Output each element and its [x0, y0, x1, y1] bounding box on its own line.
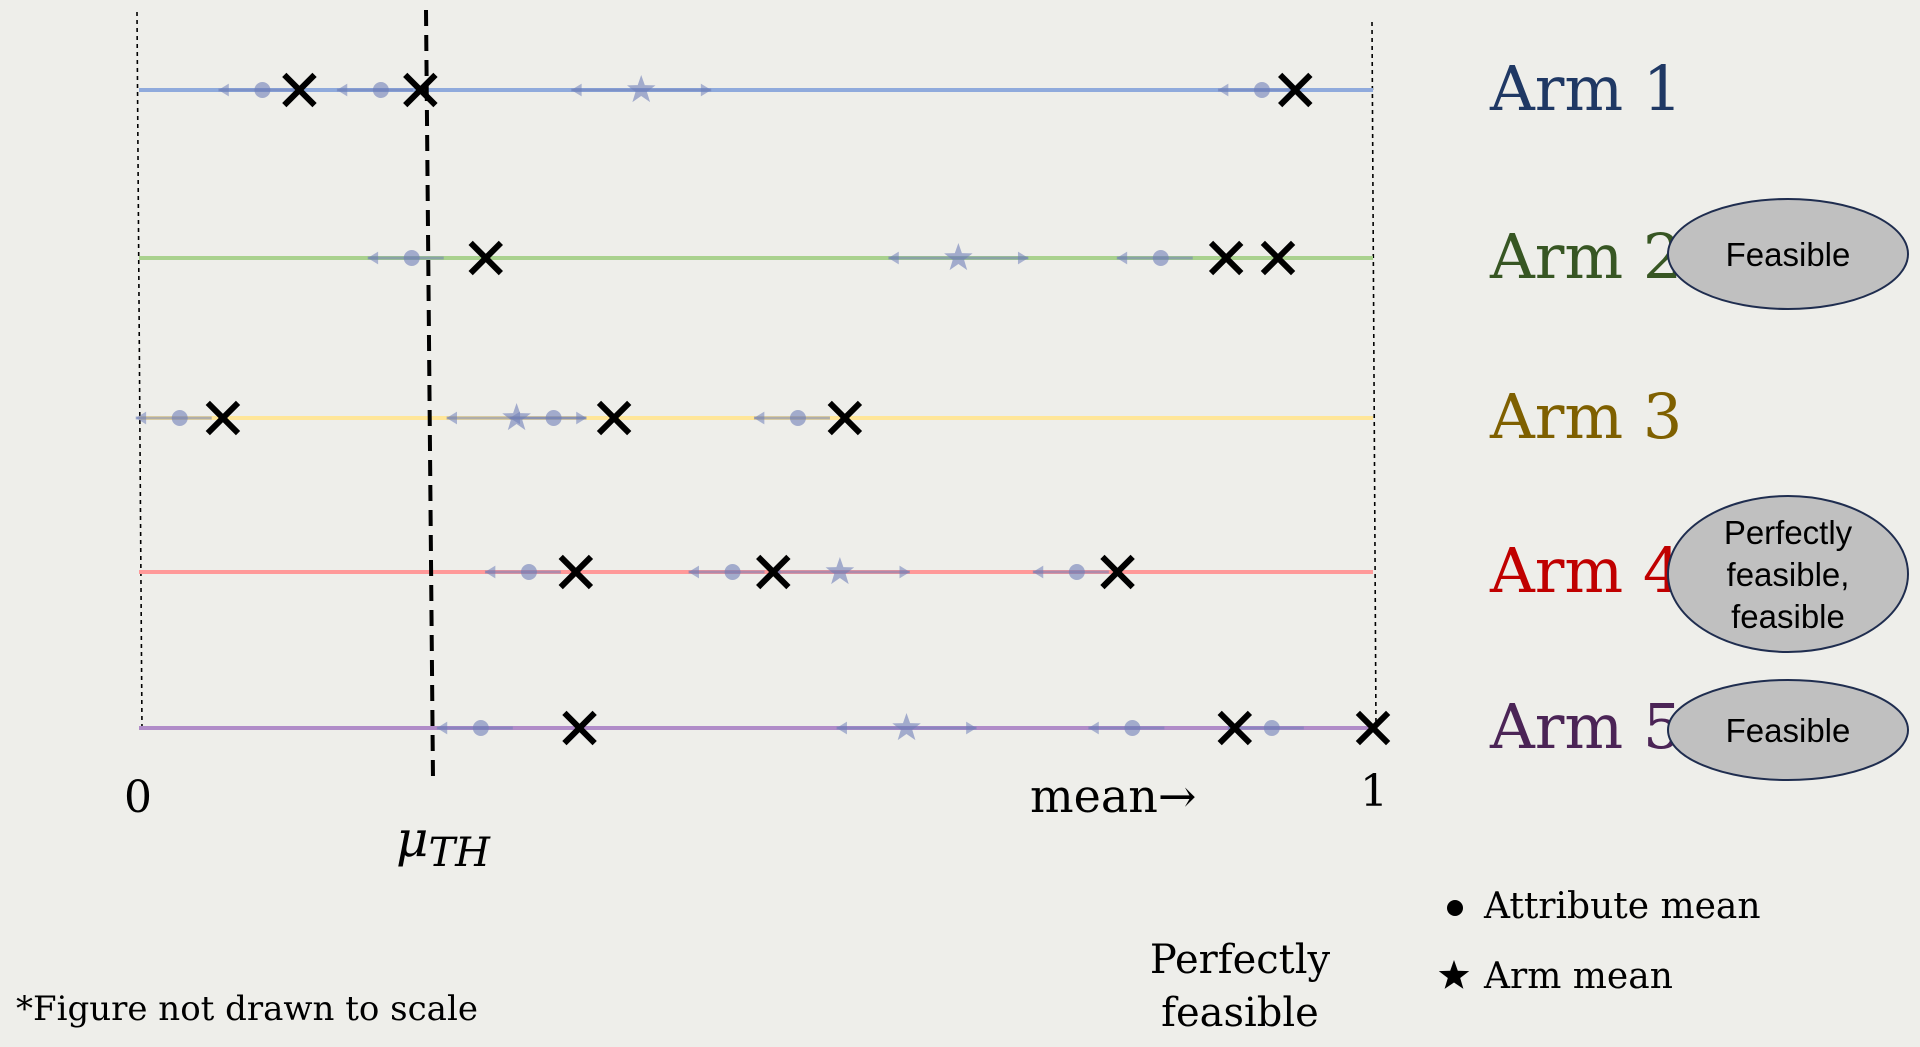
arm-row-5: Arm 5 Feasible [139, 679, 1909, 781]
cross-marker [827, 400, 863, 436]
threshold-line [424, 9, 435, 781]
badge-text: feasible, [1727, 556, 1850, 593]
interval-arrow-icon [135, 411, 147, 425]
arm-mean-marker [502, 403, 531, 431]
interval-arrow-icon [367, 251, 379, 265]
perfectly-feasible-line: Perfectly [1150, 937, 1331, 983]
interval-arrow-icon [1032, 565, 1044, 579]
arm-row-1: Arm 1 [139, 52, 1682, 125]
cross-marker [468, 240, 503, 276]
arm-row-4: Arm 4 Perfectly feasible, feasible [139, 495, 1909, 653]
cross-marker [1278, 72, 1313, 108]
badge-ellipse [1667, 495, 1909, 653]
arm-label: Arm 4 [1489, 534, 1682, 607]
interval-arrow-icon [688, 565, 699, 579]
perfectly-feasible-label: Perfectly feasible [1150, 937, 1331, 1036]
interval-arrow-icon [576, 411, 587, 425]
feasibility-badge: Perfectly feasible, feasible [1667, 495, 1909, 653]
cross-marker [558, 554, 594, 590]
interval-arrow-icon [436, 721, 448, 735]
threshold-label: μTH [396, 810, 491, 876]
badge-text: Perfectly [1724, 514, 1853, 551]
attribute-mean-marker [520, 564, 537, 580]
attribute-mean-marker [1253, 82, 1270, 98]
attribute-mean-marker [403, 250, 420, 266]
feasibility-badge: Feasible [1667, 679, 1909, 781]
attribute-mean-marker [171, 410, 188, 426]
axis-zero-label: 0 [124, 772, 152, 823]
cross-marker [1355, 710, 1391, 746]
attribute-mean-marker [1263, 720, 1280, 736]
arm-row-3: Arm 3 [135, 380, 1682, 453]
attribute-mean-marker [1152, 250, 1169, 266]
arm-mean-marker [944, 243, 973, 271]
interval-arrow-icon [1088, 721, 1099, 735]
badge-text: Feasible [1726, 236, 1851, 273]
interval-arrow-icon [218, 83, 229, 97]
perfectly-feasible-line: feasible [1161, 990, 1319, 1036]
cross-marker [403, 72, 438, 108]
legend-attribute-label: Attribute mean [1483, 886, 1761, 927]
arm-row-2: Arm 2 Feasible [139, 198, 1909, 310]
interval-arrow-icon [966, 721, 977, 735]
cross-marker [1260, 240, 1296, 276]
cross-marker [756, 554, 791, 590]
footnote: *Figure not drawn to scale [16, 989, 478, 1029]
badge-text: feasible [1731, 598, 1845, 635]
attribute-mean-marker [254, 82, 271, 98]
legend-arm-label: Arm mean [1483, 956, 1673, 997]
interval-arrow-icon [336, 83, 348, 97]
interval-arrow-icon [484, 565, 496, 579]
arm-label: Arm 3 [1489, 380, 1682, 453]
legend-arm-star-icon [1438, 960, 1470, 989]
attribute-mean-marker [1068, 564, 1085, 580]
interval-arrow-icon [571, 83, 582, 97]
badge-text: Feasible [1726, 712, 1851, 749]
cross-marker [205, 400, 241, 436]
interval-arrow-icon [1116, 251, 1128, 265]
cross-marker [1100, 554, 1135, 590]
cross-marker [1217, 710, 1253, 746]
interval-arrow-icon [753, 411, 765, 425]
attribute-mean-marker [789, 410, 806, 426]
threshold-subscript: TH [429, 830, 492, 876]
legend-attribute-icon [1447, 900, 1463, 916]
interval-arrow-icon [1017, 251, 1029, 265]
attribute-mean-marker [1124, 720, 1141, 736]
cross-marker [596, 400, 632, 436]
axis-one-label: 1 [1360, 766, 1388, 817]
cross-marker [562, 710, 597, 746]
arm-label: Arm 5 [1489, 690, 1682, 763]
interval-arrow-icon [1217, 83, 1229, 97]
badge-ellipse [1667, 198, 1909, 310]
attribute-mean-marker [372, 82, 389, 98]
cross-marker [1208, 240, 1244, 276]
badge-ellipse [1667, 679, 1909, 781]
attribute-mean-marker [472, 720, 489, 736]
interval-arrow-icon [836, 721, 847, 735]
arm-mean-marker [892, 713, 921, 741]
interval-arrow-icon [446, 411, 458, 425]
feasibility-badge: Feasible [1667, 198, 1909, 310]
arm-mean-marker [627, 75, 656, 103]
arm-mean-marker [825, 557, 855, 585]
interval-arrow-icon [888, 251, 899, 265]
threshold-symbol: μ [396, 810, 429, 868]
cross-marker [282, 72, 317, 108]
axis-mean-label: mean→ [1030, 769, 1196, 823]
interval-arrow-icon [899, 565, 910, 579]
interval-arrow-icon [700, 83, 712, 97]
axis-one-boundary [1371, 21, 1377, 731]
attribute-mean-marker [724, 564, 741, 580]
arm-label: Arm 2 [1489, 220, 1682, 293]
axis-zero-boundary [136, 11, 143, 731]
arm-label: Arm 1 [1489, 52, 1682, 125]
